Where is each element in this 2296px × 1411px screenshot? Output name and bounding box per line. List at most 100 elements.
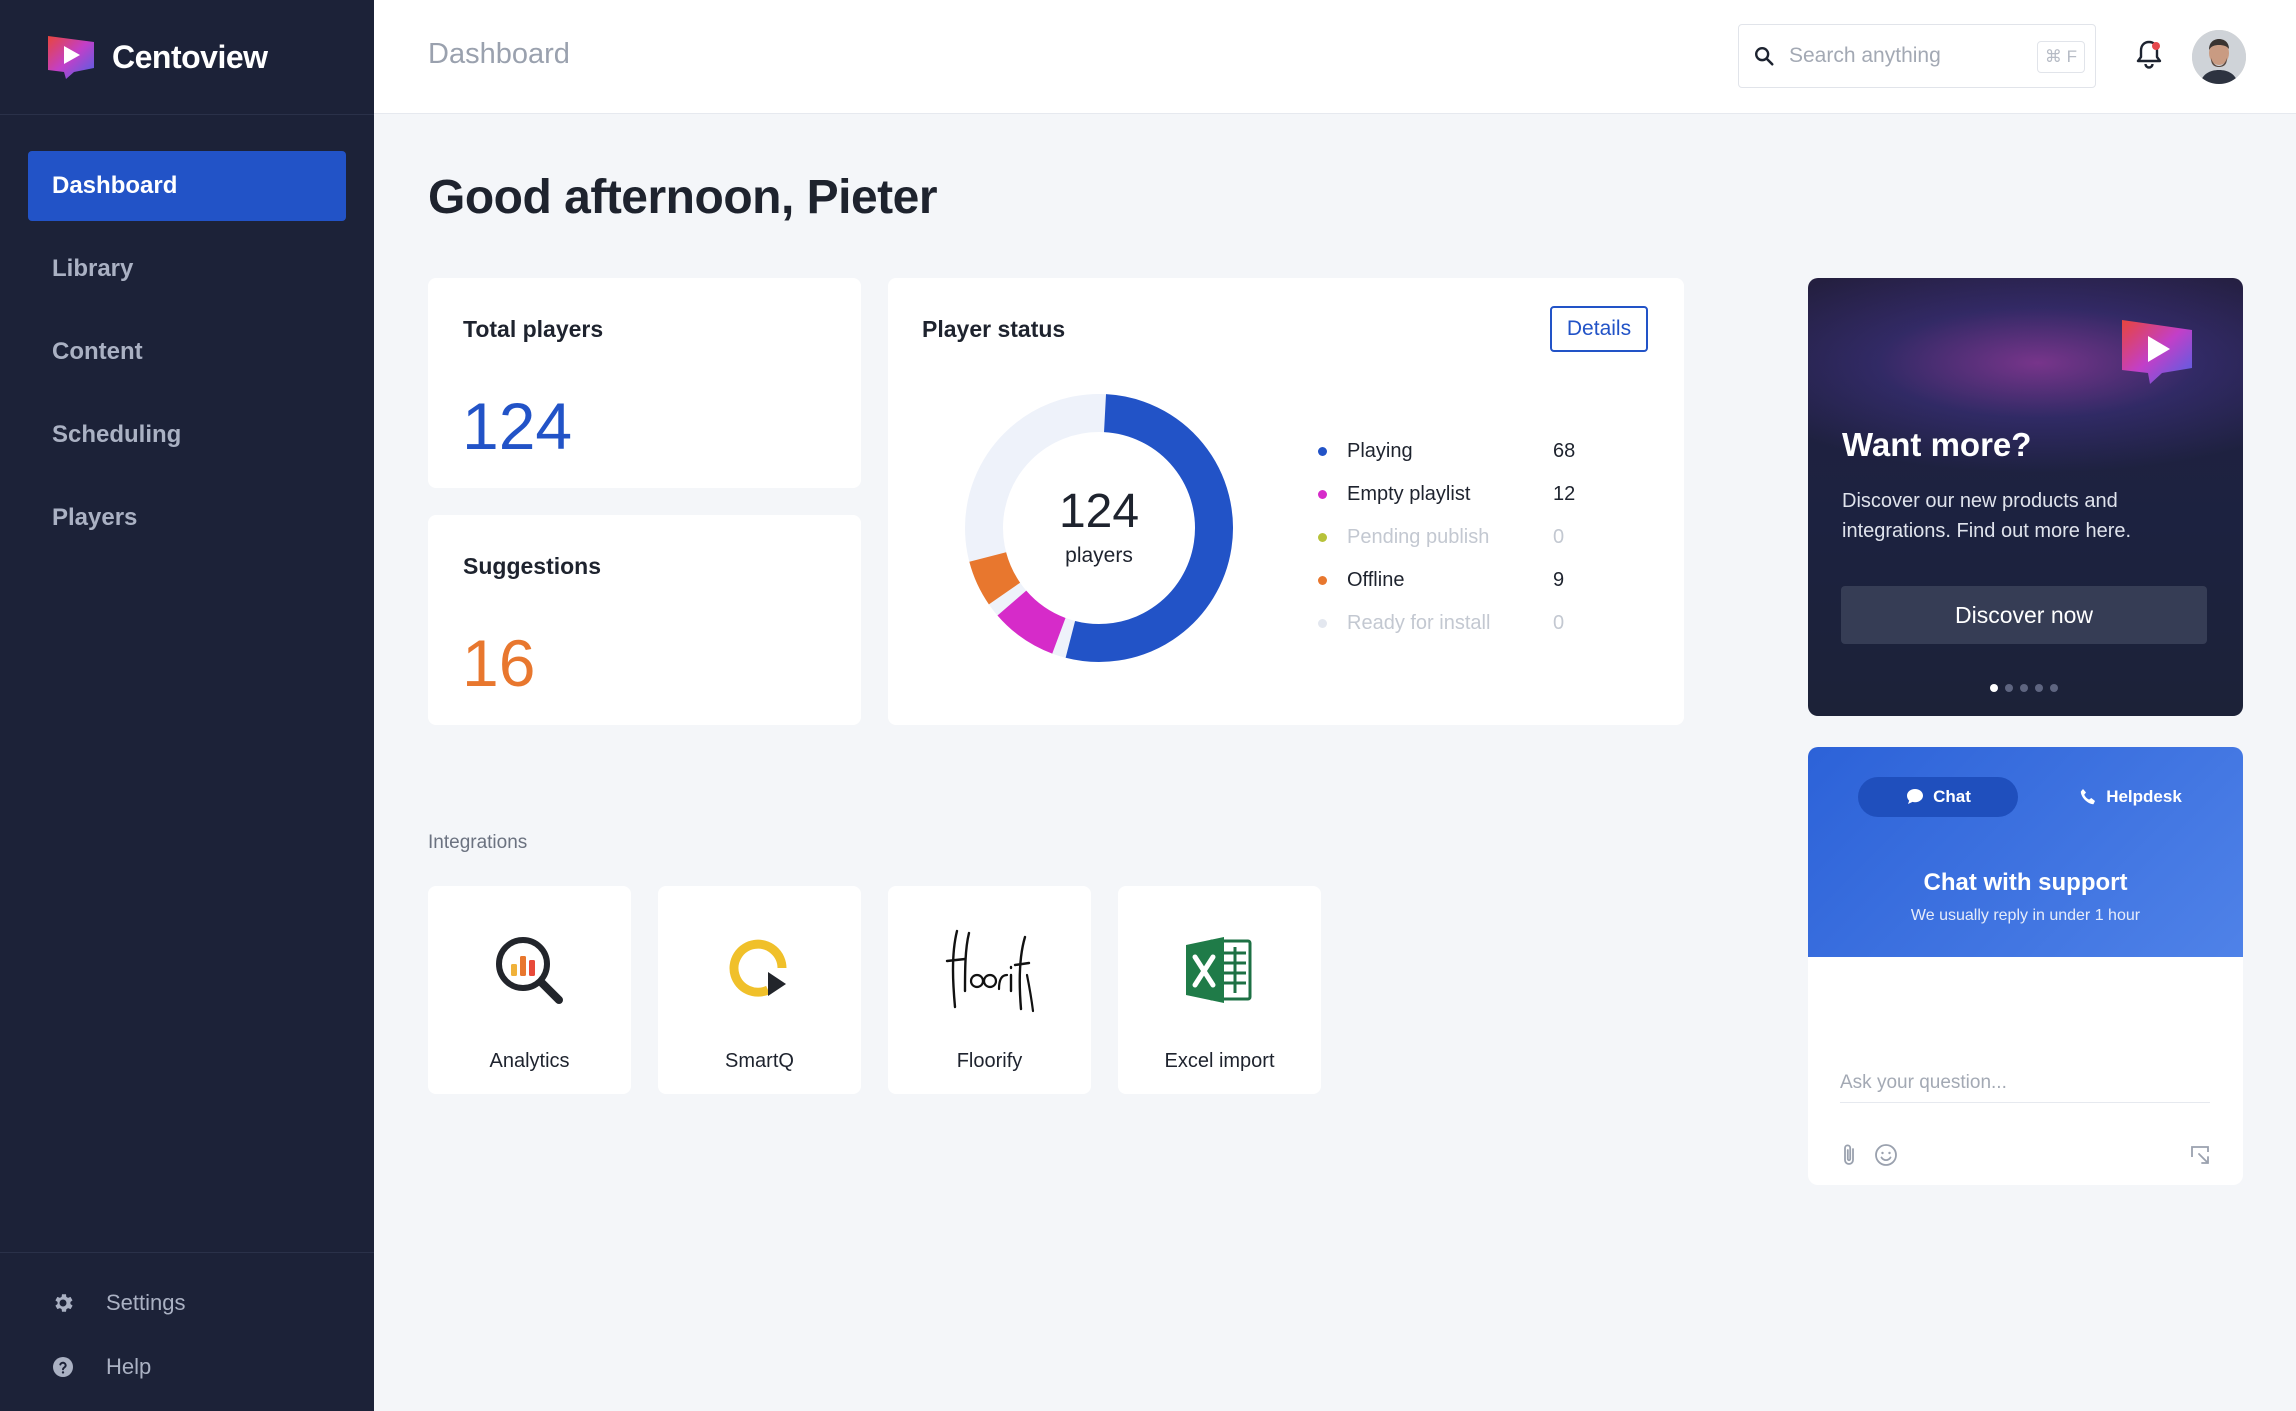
gear-icon	[50, 1290, 76, 1316]
donut-total: 124	[1058, 485, 1140, 538]
legend-label: Empty playlist	[1347, 483, 1471, 505]
page-title: Dashboard	[428, 38, 570, 70]
legend-label: Ready for install	[1347, 612, 1491, 634]
suggestions-value: 16	[462, 626, 536, 700]
donut-center: 124 players	[964, 393, 1234, 663]
integration-smartq[interactable]: SmartQ	[658, 886, 861, 1094]
support-title: Chat with support	[1923, 869, 2128, 896]
donut-segment	[997, 590, 1067, 654]
notification-bell-icon[interactable]	[2134, 38, 2164, 72]
details-button[interactable]: Details	[1550, 306, 1648, 352]
legend-item: Offline 9	[1318, 559, 1588, 602]
floorify-logo	[939, 922, 1039, 1018]
phone-icon	[2081, 789, 2096, 805]
tab-chat[interactable]: Chat	[1858, 777, 2018, 817]
player-status-card: Player status Details 124 players Playin…	[888, 278, 1684, 725]
integration-name: Analytics	[489, 1050, 570, 1072]
carousel-dot[interactable]	[2005, 684, 2013, 692]
donut-segment	[1065, 394, 1233, 662]
suggestions-label: Suggestions	[463, 553, 602, 579]
help-icon	[50, 1354, 76, 1380]
legend-label: Playing	[1347, 440, 1413, 462]
carousel-dot[interactable]	[2050, 684, 2058, 692]
integration-name: Excel import	[1164, 1050, 1275, 1072]
support-subtitle: We usually reply in under 1 hour	[1910, 907, 2141, 924]
settings-label: Settings	[106, 1290, 186, 1315]
integration-analytics[interactable]: Analytics	[428, 886, 631, 1094]
carousel-dot[interactable]	[2020, 684, 2028, 692]
sidebar-bottom: Settings Help	[0, 1252, 374, 1411]
chat-icon	[1907, 789, 1924, 804]
legend-value: 68	[1553, 440, 1576, 462]
centoview-logo-icon	[48, 36, 94, 79]
sidebar-item-scheduling[interactable]: Scheduling	[52, 421, 182, 448]
support-widget: Chat Helpdesk Chat with support We usual…	[1808, 747, 2243, 1185]
legend-item: Pending publish 0	[1318, 516, 1588, 559]
avatar-image	[2192, 30, 2246, 84]
promo-play-logo-icon	[2122, 320, 2192, 384]
legend-label: Pending publish	[1347, 526, 1490, 548]
carousel-dot[interactable]	[1990, 684, 1998, 692]
emoji-icon[interactable]	[1872, 1141, 1900, 1169]
search-shortcut-badge: ⌘ F	[2036, 41, 2085, 73]
total-players-label: Total players	[463, 316, 604, 342]
tab-helpdesk[interactable]: Helpdesk	[2050, 777, 2210, 817]
total-players-card[interactable]: Total players 124	[428, 278, 861, 488]
promo-title: Want more?	[1842, 426, 2032, 463]
integrations-heading: Integrations	[428, 832, 528, 853]
sidebar-item-content[interactable]: Content	[52, 338, 143, 365]
legend-item: Ready for install 0	[1318, 602, 1588, 645]
excel-icon	[1169, 922, 1269, 1018]
search-input[interactable]	[1789, 44, 2029, 68]
integration-excel-import[interactable]: Excel import	[1118, 886, 1321, 1094]
promo-card: Want more? Discover our new products and…	[1808, 278, 2243, 716]
legend-value: 9	[1553, 569, 1565, 591]
discover-now-button[interactable]: Discover now	[1841, 586, 2207, 644]
greeting-heading: Good afternoon, Pieter	[428, 171, 938, 224]
donut-segment	[969, 551, 1021, 605]
sidebar-item-players[interactable]: Players	[52, 504, 138, 531]
player-status-title: Player status	[922, 316, 1066, 342]
search-icon	[1755, 47, 1774, 66]
player-status-legend: Playing 68 Empty playlist 12 Pending publish…	[1318, 430, 1588, 645]
total-players-value: 124	[462, 389, 573, 463]
analytics-icon	[479, 922, 579, 1018]
sidebar-item-help[interactable]: Help	[0, 1335, 374, 1399]
sidebar-item-settings[interactable]: Settings	[0, 1271, 374, 1335]
legend-dot	[1318, 447, 1327, 456]
support-header: Chat Helpdesk Chat with support We usual…	[1808, 747, 2243, 957]
donut-total-label: players	[1065, 544, 1133, 567]
tab-helpdesk-label: Helpdesk	[2106, 787, 2182, 806]
support-question-input[interactable]	[1840, 1063, 2210, 1103]
smartq-icon	[709, 922, 809, 1018]
player-status-donut-chart	[965, 394, 1233, 662]
main-nav: Dashboard Library Content Scheduling Pla…	[0, 115, 374, 553]
suggestions-card[interactable]: Suggestions 16	[428, 515, 861, 725]
tab-chat-label: Chat	[1933, 787, 1971, 806]
help-label: Help	[106, 1354, 152, 1379]
brand[interactable]: Centoview	[0, 0, 374, 115]
legend-item: Playing 68	[1318, 430, 1588, 473]
brand-name: Centoview	[112, 38, 268, 75]
legend-value: 0	[1553, 612, 1565, 634]
sidebar: Centoview Dashboard Library Content Sche…	[0, 0, 374, 1411]
legend-value: 0	[1553, 526, 1565, 548]
legend-dot	[1318, 576, 1327, 585]
attach-icon[interactable]	[1836, 1141, 1864, 1169]
legend-dot	[1318, 619, 1327, 628]
legend-item: Empty playlist 12	[1318, 473, 1588, 516]
top-header: Dashboard ⌘ F	[374, 0, 2296, 114]
integration-name: SmartQ	[725, 1050, 794, 1072]
sidebar-item-library[interactable]: Library	[52, 255, 134, 282]
legend-dot	[1318, 490, 1327, 499]
user-avatar[interactable]	[2192, 30, 2246, 84]
sidebar-item-dashboard[interactable]: Dashboard	[28, 151, 346, 221]
promo-text: Discover our new products and integratio…	[1842, 490, 2132, 542]
integration-floorify[interactable]: Floorify	[888, 886, 1091, 1094]
legend-dot	[1318, 533, 1327, 542]
expand-icon[interactable]	[2186, 1141, 2214, 1169]
search-box[interactable]: ⌘ F	[1738, 24, 2096, 88]
carousel-dot[interactable]	[2035, 684, 2043, 692]
legend-label: Offline	[1347, 569, 1405, 591]
promo-carousel-dots	[1990, 684, 2058, 692]
